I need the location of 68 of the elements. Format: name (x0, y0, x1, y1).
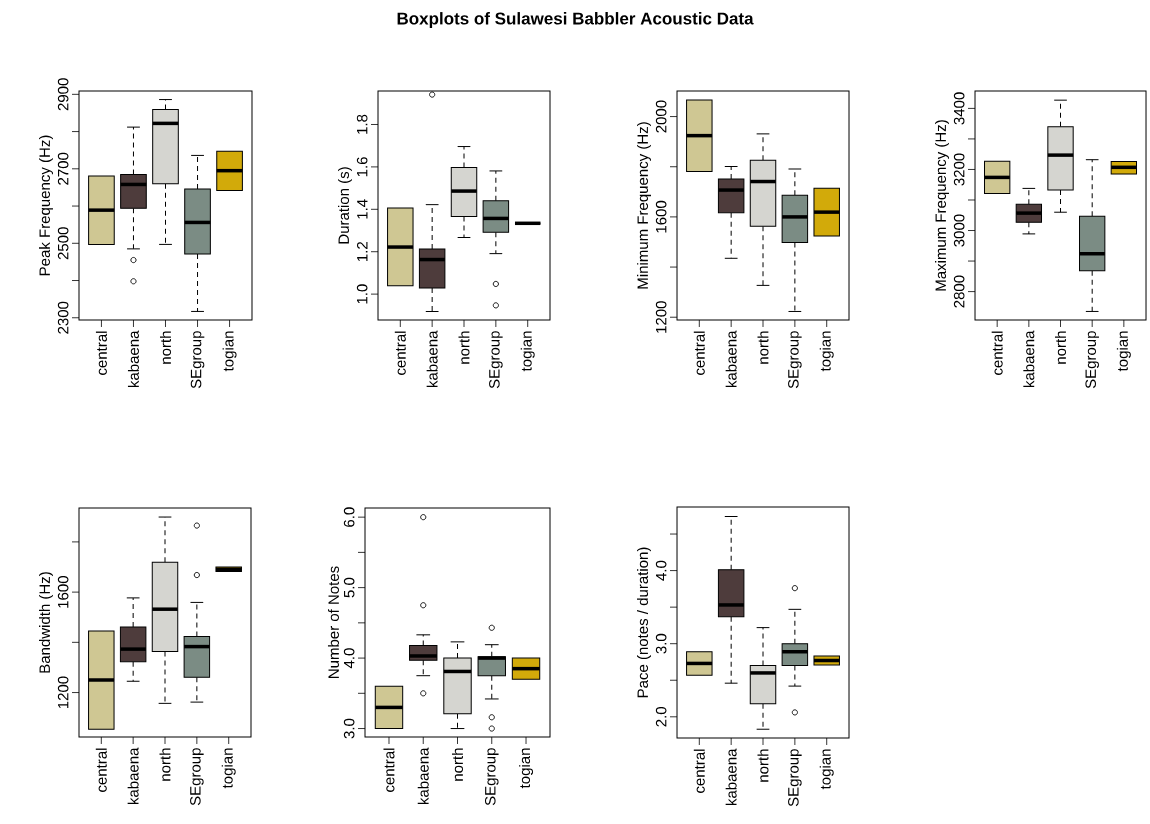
x-tick-label: SEgroup (1085, 331, 1099, 389)
x-tick-label: togian (1116, 331, 1131, 372)
y-tick-label: 2000 (655, 100, 667, 133)
y-tick-label: 2800 (953, 275, 965, 308)
y-tick-label: 1.6 (356, 157, 368, 177)
x-tick-label: kabaena (127, 330, 139, 388)
x-tick-label: kabaena (1023, 330, 1035, 388)
x-tick-label: central (95, 331, 107, 375)
y-tick-label: 2700 (57, 152, 69, 185)
x-tick-label: central (693, 331, 705, 375)
y-tick-label: 1200 (57, 676, 69, 709)
y-tick-label: 2900 (57, 78, 69, 111)
y-tick-label: 3.0 (655, 633, 667, 654)
x-tick-label: SEgroup (788, 331, 802, 389)
x-tick-label: SEgroup (489, 331, 503, 389)
x-tick-label: central (394, 331, 406, 375)
y-tick-label: 4.0 (343, 648, 355, 669)
x-tick-label: north (757, 331, 769, 364)
y-axis-title: Number of Notes (327, 566, 339, 678)
y-tick-label: 3400 (953, 92, 965, 125)
y-tick-label: 2500 (57, 227, 69, 260)
x-tick-label: kabaena (426, 330, 438, 388)
x-tick-label: north (1055, 331, 1067, 364)
x-tick-label: togian (222, 331, 237, 372)
x-tick-label: SEgroup (190, 748, 204, 806)
x-tick-label: togian (519, 748, 534, 789)
y-tick-label: 1200 (655, 301, 667, 333)
y-tick-label: 2300 (57, 301, 69, 334)
y-tick-label: 6.0 (343, 507, 355, 527)
x-tick-label: north (159, 331, 171, 364)
y-axis-title: Bandwidth (Hz) (39, 572, 53, 673)
y-tick-label: 1600 (655, 200, 667, 233)
y-axis-title: Minimum Frequency (Hz) (637, 122, 651, 289)
x-tick-label: north (159, 748, 171, 781)
x-tick-label: kabaena (725, 748, 737, 806)
x-tick-label: central (991, 331, 1003, 375)
x-tick-label: north (452, 748, 464, 781)
y-axis-title: Maximum Frequency (Hz) (935, 120, 949, 291)
x-tick-label: SEgroup (190, 331, 205, 389)
y-tick-label: 3000 (953, 214, 965, 247)
x-tick-label: kabaena (127, 747, 139, 805)
x-tick-label: north (458, 331, 470, 364)
x-tick-label: SEgroup (484, 748, 499, 806)
y-axis-title: Duration (s) (338, 167, 352, 244)
x-tick-label: SEgroup (788, 749, 802, 807)
text: Boxplots of Sulawesi Babbler Acoustic Data (397, 12, 754, 28)
x-tick-label: togian (819, 749, 834, 790)
y-tick-label: 3.0 (343, 718, 355, 739)
y-tick-label: 4.0 (655, 560, 667, 581)
x-tick-label: togian (520, 331, 535, 372)
x-tick-label: togian (819, 331, 834, 372)
y-tick-label: 5.0 (343, 577, 355, 598)
x-tick-label: central (95, 748, 107, 792)
y-tick-label: 1600 (57, 576, 69, 608)
y-axis-title: Peak Frequency (Hz) (39, 135, 53, 276)
y-tick-label: 2.0 (655, 706, 667, 727)
x-tick-label: central (693, 749, 705, 793)
x-tick-label: north (757, 749, 769, 782)
y-tick-label: 1.0 (356, 284, 368, 304)
y-tick-label: 1.4 (357, 199, 368, 219)
x-tick-label: togian (221, 748, 236, 789)
y-axis-title: Pace (notes / duration) (637, 547, 651, 698)
x-tick-label: kabaena (417, 747, 429, 805)
x-tick-label: central (383, 748, 395, 792)
x-tick-label: kabaena (725, 330, 737, 388)
y-tick-label: 3200 (953, 153, 965, 186)
y-tick-label: 1.8 (356, 114, 368, 134)
y-tick-label: 1.2 (357, 242, 368, 261)
